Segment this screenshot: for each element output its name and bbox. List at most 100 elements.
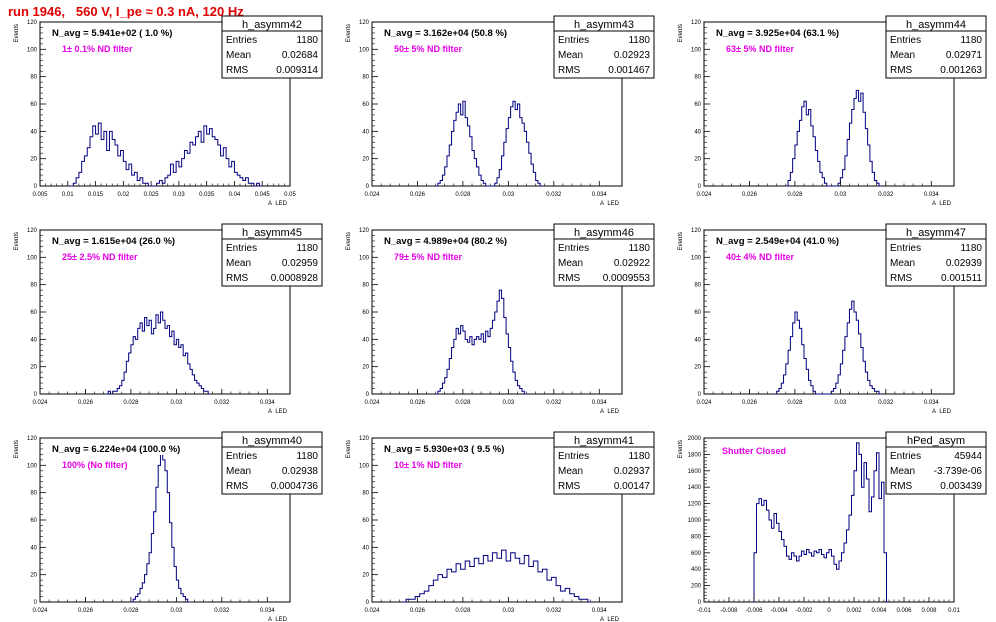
histogram-pad-h_asymm41: 0.024 0.026 0.028 0.03 0.032 0.034 0 20 40 60 80 10… bbox=[346, 431, 655, 622]
title-box bbox=[379, 26, 559, 39]
stats-box-frame bbox=[885, 15, 987, 79]
y-tick-label: 1600 bbox=[688, 469, 702, 475]
x-tick-label: 0.034 bbox=[592, 608, 608, 614]
filter-annotation: 1± 0.1% ND filter bbox=[62, 44, 133, 54]
histogram-name: hPed_asym bbox=[907, 435, 965, 447]
y-axis-title: Events bbox=[14, 24, 20, 42]
stats-value-rms: 0.009314 bbox=[276, 65, 318, 76]
y-tick-label: 80 bbox=[694, 75, 701, 81]
x-tick-label: 0.006 bbox=[896, 608, 912, 614]
stats-box-frame bbox=[221, 223, 323, 287]
title-box bbox=[47, 26, 227, 39]
histogram-name: h_asymm43 bbox=[574, 19, 634, 31]
title-box bbox=[379, 442, 559, 455]
x-tick-label: 0.045 bbox=[255, 192, 271, 198]
histogram-pad-h_asymm44: 0.024 0.026 0.028 0.03 0.032 0.034 0 20 40 60 80 10… bbox=[678, 15, 987, 206]
histogram-pad-h_asymm40: 0.024 0.026 0.028 0.03 0.032 0.034 0 20 40 60 80 10… bbox=[14, 431, 323, 622]
stats-value-mean: 0.02684 bbox=[282, 50, 319, 61]
histogram-title: N_avg = 2.549e+04 (41.0 %) bbox=[716, 236, 839, 247]
y-tick-label: 600 bbox=[691, 551, 702, 557]
y-tick-label: 0 bbox=[698, 600, 702, 606]
stats-label-rms: RMS bbox=[558, 481, 581, 492]
x-axis-title-text: A_LED bbox=[600, 409, 620, 414]
y-axis-title: Events bbox=[678, 24, 684, 42]
histogram-title: N_avg = 1.615e+04 (26.0 %) bbox=[52, 236, 175, 247]
y-tick-label: 60 bbox=[30, 310, 37, 316]
histogram-name: h_asymm42 bbox=[242, 19, 302, 31]
stats-box-frame bbox=[553, 431, 655, 495]
y-tick-label: 120 bbox=[691, 20, 702, 26]
y-tick-label: 0 bbox=[698, 184, 702, 190]
x-tick-label: 0.024 bbox=[32, 608, 48, 614]
histogram-title: N_avg = 6.224e+04 (100.0 %) bbox=[52, 444, 180, 455]
x-tick-label: 0.02 bbox=[117, 192, 129, 198]
y-tick-label: 20 bbox=[694, 365, 701, 371]
stats-value-mean: 0.02923 bbox=[614, 50, 651, 61]
x-axis-title: A_LED bbox=[600, 409, 620, 414]
filter-annotation: 63± 5% ND filter bbox=[726, 44, 794, 54]
stats-label-entries: Entries bbox=[558, 451, 589, 462]
x-axis-title-text: A_LED bbox=[268, 617, 288, 622]
x-tick-label: 0.034 bbox=[260, 608, 276, 614]
stats-value-entries: 1180 bbox=[960, 35, 982, 46]
y-tick-label: 40 bbox=[362, 337, 369, 343]
filter-annotation: 50± 5% ND filter bbox=[394, 44, 462, 54]
y-tick-label: 40 bbox=[362, 545, 369, 551]
y-tick-label: 0 bbox=[34, 392, 38, 398]
stats-value-rms: 0.003439 bbox=[940, 481, 982, 492]
stats-label-rms: RMS bbox=[890, 481, 913, 492]
stats-label-rms: RMS bbox=[890, 65, 913, 76]
y-tick-label: 20 bbox=[30, 365, 37, 371]
y-tick-label: 400 bbox=[691, 567, 702, 573]
stats-value-entries: 1180 bbox=[628, 451, 650, 462]
y-tick-label: 100 bbox=[359, 47, 370, 53]
histogram-line bbox=[435, 100, 543, 187]
x-tick-label: 0.026 bbox=[410, 400, 426, 406]
x-axis-title-text: A_LED bbox=[932, 201, 952, 206]
stats-label-entries: Entries bbox=[890, 451, 921, 462]
y-tick-label: 120 bbox=[27, 20, 38, 26]
x-tick-label: 0.032 bbox=[214, 608, 230, 614]
y-tick-label: 60 bbox=[694, 102, 701, 108]
y-axis-title: Events bbox=[678, 232, 684, 250]
stats-value-entries: 1180 bbox=[296, 451, 318, 462]
stats-label-mean: Mean bbox=[558, 258, 583, 269]
y-axis-title: Events bbox=[346, 232, 352, 250]
y-tick-label: 80 bbox=[362, 283, 369, 289]
x-tick-label: 0 bbox=[827, 608, 831, 614]
y-tick-label: 120 bbox=[27, 228, 38, 234]
x-tick-label: -0.01 bbox=[697, 608, 711, 614]
histogram-pad-h_asymm46: 0.024 0.026 0.028 0.03 0.032 0.034 0 20 40 60 80 10… bbox=[346, 223, 655, 414]
x-tick-label: -0.002 bbox=[795, 608, 813, 614]
x-tick-label: 0.024 bbox=[364, 608, 380, 614]
stats-label-entries: Entries bbox=[226, 451, 257, 462]
y-tick-label: 20 bbox=[30, 157, 37, 163]
stats-value-rms: 0.0004736 bbox=[271, 481, 319, 492]
stats-label-rms: RMS bbox=[558, 65, 581, 76]
histogram-line bbox=[751, 442, 889, 603]
stats-label-mean: Mean bbox=[226, 50, 251, 61]
x-tick-label: 0.034 bbox=[924, 400, 940, 406]
stats-box-frame bbox=[885, 431, 987, 495]
y-tick-label: 120 bbox=[359, 436, 370, 442]
y-tick-label: 0 bbox=[34, 600, 38, 606]
stats-label-entries: Entries bbox=[890, 243, 921, 254]
y-tick-label: 40 bbox=[694, 129, 701, 135]
x-axis-title: A_LED bbox=[932, 409, 952, 414]
y-tick-label: 40 bbox=[694, 337, 701, 343]
y-tick-label: 20 bbox=[362, 573, 369, 579]
x-tick-label: 0.03 bbox=[835, 400, 847, 406]
stats-value-rms: 0.001263 bbox=[940, 65, 982, 76]
x-tick-label: 0.04 bbox=[229, 192, 241, 198]
x-tick-label: 0.01 bbox=[948, 608, 960, 614]
x-tick-label: 0.034 bbox=[592, 192, 608, 198]
y-tick-label: 20 bbox=[362, 157, 369, 163]
histogram-title: N_avg = 4.989e+04 (80.2 %) bbox=[384, 236, 507, 247]
x-tick-label: 0.028 bbox=[787, 400, 803, 406]
y-tick-label: 40 bbox=[30, 337, 37, 343]
x-tick-label: 0.03 bbox=[503, 192, 515, 198]
filter-annotation: 25± 2.5% ND filter bbox=[62, 252, 138, 262]
stats-value-mean: 0.02922 bbox=[614, 258, 651, 269]
x-tick-label: 0.01 bbox=[62, 192, 74, 198]
y-tick-label: 100 bbox=[359, 463, 370, 469]
